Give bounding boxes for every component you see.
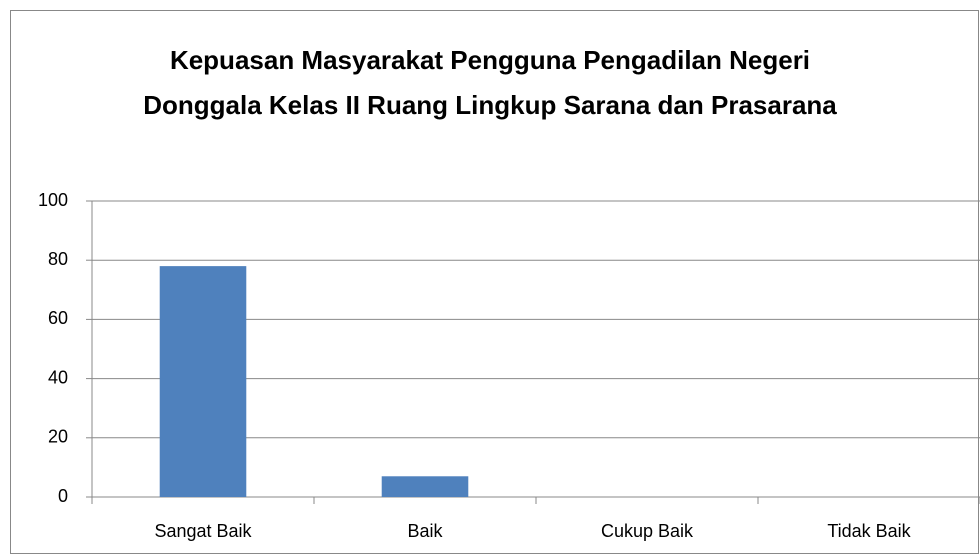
y-tick-label: 60: [48, 308, 68, 328]
y-tick-label: 0: [58, 486, 68, 506]
chart-title: Kepuasan Masyarakat Pengguna Pengadilan …: [143, 45, 837, 120]
x-tick-label: Sangat Baik: [154, 521, 252, 541]
y-tick-label: 100: [38, 190, 68, 210]
y-tick-label: 80: [48, 249, 68, 269]
bar: [159, 266, 247, 497]
y-tick-label: 20: [48, 427, 68, 447]
bar: [381, 476, 469, 497]
x-tick-label: Cukup Baik: [601, 521, 694, 541]
x-tick-label: Baik: [407, 521, 443, 541]
y-tick-label: 40: [48, 367, 68, 387]
x-tick-label: Tidak Baik: [827, 521, 911, 541]
